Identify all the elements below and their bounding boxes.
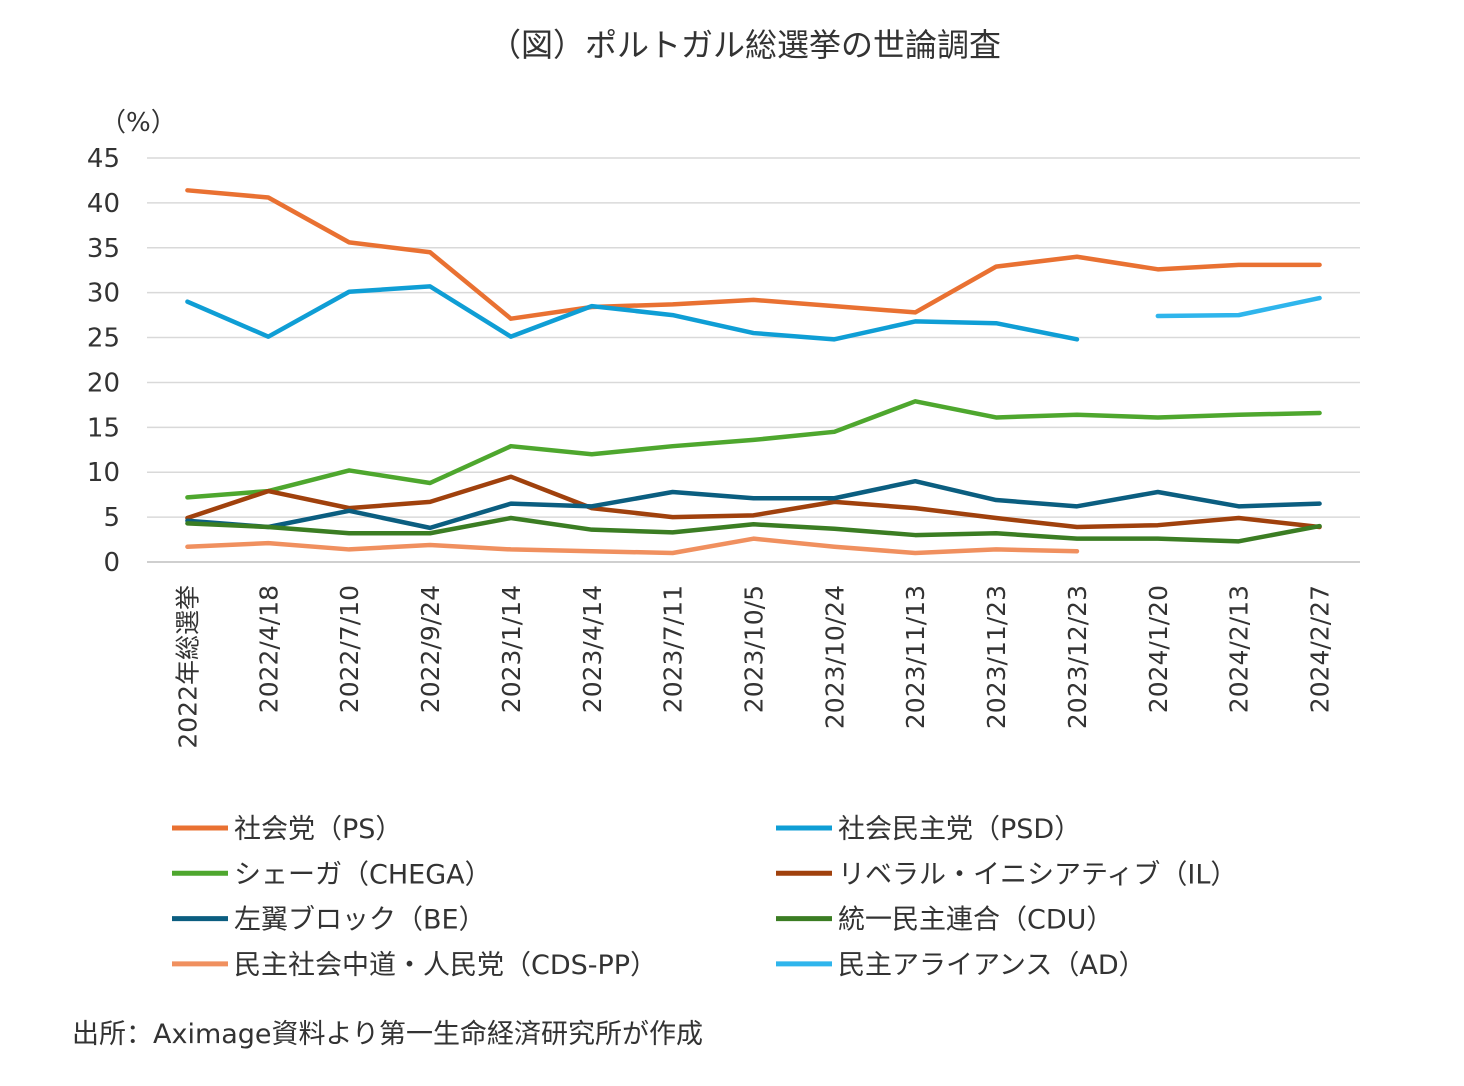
y-tick-label: 5: [103, 503, 120, 533]
legend-item: シェーガ（CHEGA）: [172, 859, 492, 890]
y-tick-label: 20: [87, 368, 120, 398]
legend-label: リベラル・イニシアティブ（IL）: [838, 859, 1237, 890]
series-line: [185, 284, 1080, 342]
series-line: [185, 474, 1322, 530]
x-tick-label: 2023/11/23: [982, 585, 1011, 729]
legend-label: 統一民主連合（CDU）: [838, 905, 1113, 936]
series-line: [185, 399, 1322, 500]
series-line: [185, 536, 1080, 556]
legend-item: 統一民主連合（CDU）: [776, 905, 1113, 936]
legend-label: 社会民主党（PSD）: [838, 814, 1081, 845]
legend-item: 社会民主党（PSD）: [776, 814, 1081, 845]
y-tick-label: 25: [87, 324, 120, 354]
series-line: [185, 188, 1322, 321]
source-note: 出所：Aximage資料より第一生命経済研究所が作成: [72, 1019, 703, 1050]
legend-label: 社会党（PS）: [234, 814, 402, 845]
x-tick-label: 2022/9/24: [416, 585, 445, 713]
legend-label: 民主社会中道・人民党（CDS-PP）: [234, 950, 657, 981]
y-tick-label: 10: [87, 458, 120, 488]
y-tick-label: 35: [87, 234, 120, 264]
legend-item: 民主アライアンス（AD）: [776, 950, 1146, 981]
series-line: [185, 478, 1322, 531]
y-tick-label: 15: [87, 413, 120, 443]
x-tick-label: 2022/7/10: [335, 585, 364, 713]
y-tick-label: 0: [103, 548, 120, 578]
series-line: [185, 515, 1322, 544]
x-tick-label: 2024/2/13: [1225, 585, 1254, 713]
x-tick-label: 2023/10/5: [740, 585, 769, 713]
x-tick-label: 2022/4/18: [254, 585, 283, 713]
y-tick-label: 45: [87, 144, 120, 174]
x-tick-label: 2024/2/27: [1306, 585, 1335, 713]
y-axis-unit: （%）: [100, 108, 177, 138]
x-tick-label: 2022年総選挙: [173, 585, 202, 749]
x-tick-label: 2023/7/11: [659, 585, 688, 713]
chart-title: （図）ポルトガル総選挙の世論調査: [489, 26, 1001, 64]
series-line: [1155, 295, 1322, 319]
legend-label: シェーガ（CHEGA）: [234, 859, 492, 890]
x-tick-label: 2023/4/14: [578, 585, 607, 713]
legend-item: 民主社会中道・人民党（CDS-PP）: [172, 950, 657, 981]
x-tick-label: 2023/10/24: [820, 585, 849, 729]
x-tick-label: 2024/1/20: [1144, 585, 1173, 713]
legend-item: リベラル・イニシアティブ（IL）: [776, 859, 1237, 890]
x-tick-label: 2023/11/13: [901, 585, 930, 729]
y-tick-label: 30: [87, 279, 120, 309]
y-tick-label: 40: [87, 189, 120, 219]
x-tick-label: 2023/12/23: [1063, 585, 1092, 729]
x-tick-label: 2023/1/14: [497, 585, 526, 713]
legend-item: 左翼ブロック（BE）: [172, 905, 486, 936]
legend-label: 民主アライアンス（AD）: [838, 950, 1146, 981]
legend-item: 社会党（PS）: [172, 814, 402, 845]
legend-label: 左翼ブロック（BE）: [234, 905, 486, 936]
